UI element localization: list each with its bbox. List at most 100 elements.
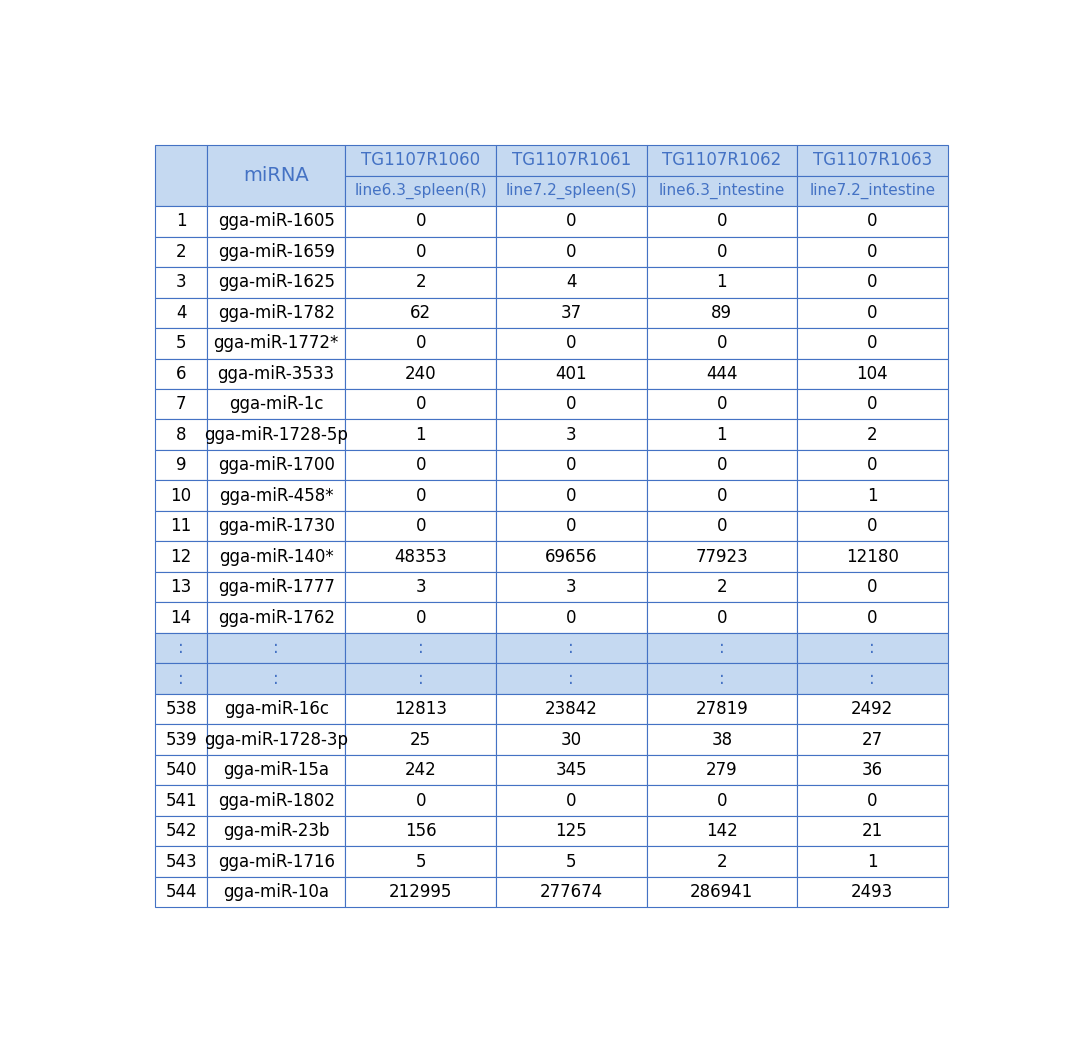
Text: 0: 0 (415, 213, 426, 230)
Bar (155, 420, 207, 450)
Text: 5: 5 (175, 334, 186, 352)
Bar (207, 145, 345, 206)
Text: 0: 0 (415, 609, 426, 626)
Bar (345, 237, 496, 267)
Bar (345, 328, 496, 358)
Bar (797, 816, 948, 846)
Bar (207, 724, 345, 754)
Text: 11: 11 (170, 517, 192, 536)
Text: 2: 2 (867, 426, 878, 444)
Text: gga-miR-1777: gga-miR-1777 (217, 578, 335, 596)
Bar (797, 206, 948, 237)
Text: 541: 541 (166, 792, 197, 810)
Text: 2492: 2492 (851, 700, 893, 718)
Text: 2: 2 (175, 243, 186, 260)
Bar (345, 542, 496, 572)
Text: 0: 0 (566, 213, 577, 230)
Text: 0: 0 (717, 487, 727, 504)
Text: :: : (273, 670, 279, 688)
Bar (496, 542, 647, 572)
Text: 2: 2 (717, 578, 727, 596)
Bar (155, 450, 207, 480)
Bar (155, 145, 207, 206)
Bar (207, 389, 345, 420)
Text: :: : (869, 639, 875, 658)
Text: 0: 0 (867, 213, 878, 230)
Text: 0: 0 (415, 243, 426, 260)
Text: gga-miR-10a: gga-miR-10a (223, 883, 329, 901)
Text: 7: 7 (175, 395, 186, 414)
Bar (797, 754, 948, 786)
Bar (496, 602, 647, 632)
Bar (155, 694, 207, 724)
Bar (496, 511, 647, 542)
Text: :: : (179, 639, 184, 658)
Text: 2: 2 (415, 273, 426, 292)
Bar (345, 602, 496, 632)
Bar (496, 724, 647, 754)
Text: 0: 0 (566, 395, 577, 414)
Bar (496, 480, 647, 511)
Text: gga-miR-15a: gga-miR-15a (223, 761, 329, 779)
Bar (155, 816, 207, 846)
Bar (647, 816, 797, 846)
Text: TG1107R1061: TG1107R1061 (511, 151, 631, 170)
Bar (496, 237, 647, 267)
Bar (155, 298, 207, 328)
Text: 0: 0 (867, 456, 878, 474)
Text: gga-miR-1782: gga-miR-1782 (217, 304, 335, 322)
Text: 12: 12 (170, 548, 192, 566)
Bar (647, 572, 797, 602)
Bar (207, 602, 345, 632)
Text: :: : (273, 639, 279, 658)
Text: 77923: 77923 (695, 548, 748, 566)
Bar (496, 267, 647, 298)
Bar (647, 389, 797, 420)
Bar (647, 176, 797, 206)
Bar (647, 632, 797, 664)
Bar (155, 754, 207, 786)
Bar (797, 237, 948, 267)
Text: 0: 0 (415, 395, 426, 414)
Bar (207, 237, 345, 267)
Bar (647, 206, 797, 237)
Text: 0: 0 (566, 243, 577, 260)
Bar (345, 694, 496, 724)
Bar (797, 876, 948, 908)
Text: 0: 0 (867, 517, 878, 536)
Text: 0: 0 (415, 517, 426, 536)
Bar (345, 267, 496, 298)
Bar (647, 450, 797, 480)
Text: 1: 1 (717, 426, 727, 444)
Bar (345, 176, 496, 206)
Text: :: : (719, 639, 724, 658)
Bar (797, 694, 948, 724)
Text: 0: 0 (566, 334, 577, 352)
Bar (797, 298, 948, 328)
Text: 36: 36 (862, 761, 882, 779)
Bar (496, 694, 647, 724)
Bar (155, 389, 207, 420)
Text: 0: 0 (415, 487, 426, 504)
Text: 0: 0 (566, 487, 577, 504)
Bar (207, 298, 345, 328)
Text: 0: 0 (566, 609, 577, 626)
Bar (797, 450, 948, 480)
Bar (207, 694, 345, 724)
Text: 156: 156 (405, 822, 437, 840)
Bar (207, 632, 345, 664)
Text: 0: 0 (717, 213, 727, 230)
Bar (496, 786, 647, 816)
Text: 1: 1 (867, 852, 878, 870)
Text: :: : (417, 670, 424, 688)
Text: 540: 540 (166, 761, 197, 779)
Text: 240: 240 (405, 365, 437, 382)
Text: gga-miR-1730: gga-miR-1730 (217, 517, 335, 536)
Text: line7.2_spleen(S): line7.2_spleen(S) (506, 182, 637, 199)
Text: 0: 0 (717, 334, 727, 352)
Text: 3: 3 (415, 578, 426, 596)
Bar (207, 542, 345, 572)
Text: gga-miR-1802: gga-miR-1802 (217, 792, 335, 810)
Bar (345, 450, 496, 480)
Text: 0: 0 (867, 609, 878, 626)
